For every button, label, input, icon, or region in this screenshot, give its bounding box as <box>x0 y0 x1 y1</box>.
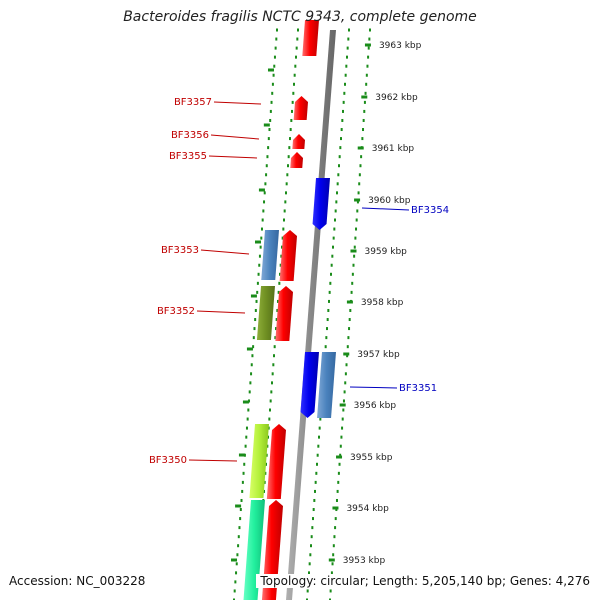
gene-label-bf3357[interactable]: BF3357 <box>174 97 212 108</box>
scale-label: 3958 kbp <box>361 298 404 308</box>
gene-bottom-mint[interactable] <box>243 500 266 600</box>
gene-label-bf3352[interactable]: BF3352 <box>157 306 195 317</box>
scale-label: 3961 kbp <box>372 144 415 154</box>
scale-tick <box>332 506 339 510</box>
scale-tick <box>354 198 361 202</box>
gene-bf3351-b[interactable] <box>317 352 336 418</box>
gene-bf3350-a[interactable] <box>249 424 269 498</box>
minor-tick <box>255 240 262 244</box>
scale-label: 3957 kbp <box>357 350 400 360</box>
gene-label-bf3355[interactable]: BF3355 <box>169 151 207 162</box>
label-leader <box>210 134 260 140</box>
gene-label-leaders <box>188 101 410 462</box>
gene-features <box>243 20 336 600</box>
minor-tick <box>235 504 242 508</box>
scale-tick <box>339 403 346 407</box>
scale-label: 3955 kbp <box>350 453 393 463</box>
scale-tick <box>346 300 353 304</box>
scale-tick <box>336 455 343 459</box>
gene-bf3355[interactable] <box>290 152 303 168</box>
gene-label-bf3354[interactable]: BF3354 <box>411 205 449 216</box>
gene-labels: BF3357 BF3356 BF3355 BF3353 BF3352 BF3350 BF33… <box>149 97 449 466</box>
label-leader <box>200 249 250 255</box>
track-outer-right <box>329 28 371 600</box>
gene-label-bf3350[interactable]: BF3350 <box>149 455 187 466</box>
gene-bf3354[interactable] <box>312 178 330 230</box>
minor-tick <box>267 68 274 72</box>
scale-label: 3959 kbp <box>364 247 407 257</box>
label-leader <box>208 155 258 159</box>
label-leader <box>349 386 398 389</box>
scale-label: 3953 kbp <box>343 556 386 566</box>
scale-ticks: 3963 kbp 3962 kbp 3961 kbp 3960 kbp 3959 kbp… <box>231 41 422 566</box>
label-leader <box>213 101 262 105</box>
minor-tick <box>242 400 249 404</box>
minor-tick <box>263 123 270 127</box>
label-leader <box>188 459 238 462</box>
minor-tick <box>250 294 257 298</box>
scale-label: 3954 kbp <box>346 504 389 514</box>
minor-tick <box>231 558 238 562</box>
track-outer-left <box>233 28 278 600</box>
gene-bf3350-b[interactable] <box>266 424 286 499</box>
scale-tick <box>357 146 364 150</box>
topology-text: Topology: circular; Length: 5,205,140 bp… <box>256 574 590 588</box>
scale-label: 3963 kbp <box>379 41 422 51</box>
gene-bf3356[interactable] <box>292 134 305 149</box>
minor-tick <box>246 347 253 351</box>
label-leader <box>196 310 246 314</box>
scale-tick <box>328 558 335 562</box>
gene-bf3353-b[interactable] <box>279 230 297 281</box>
gene-bf3353-a[interactable] <box>261 230 279 280</box>
scale-tick <box>343 352 350 356</box>
gene-bf3357[interactable] <box>293 96 308 120</box>
scale-tick <box>364 43 371 47</box>
gene-bf3351-a[interactable] <box>300 352 320 418</box>
gene-label-bf3356[interactable]: BF3356 <box>171 130 209 141</box>
gene-label-bf3353[interactable]: BF3353 <box>161 245 199 256</box>
scale-label: 3960 kbp <box>368 196 411 206</box>
minor-tick <box>258 188 265 192</box>
minor-tick <box>238 453 245 457</box>
scale-tick <box>350 249 357 253</box>
gene-label-bf3351[interactable]: BF3351 <box>399 383 437 394</box>
genome-backbone <box>286 30 336 600</box>
genome-title: Bacteroides fragilis NCTC 9343, complete… <box>123 9 477 25</box>
scale-label: 3956 kbp <box>354 401 397 411</box>
label-leader <box>361 207 410 211</box>
accession-text: Accession: NC_003228 <box>9 574 146 588</box>
scale-tick <box>361 95 368 99</box>
gene-bf3352-b[interactable] <box>275 286 293 341</box>
gene-bf3352-a[interactable] <box>256 286 275 340</box>
gene-top-red[interactable] <box>302 20 319 56</box>
scale-label: 3962 kbp <box>375 93 418 103</box>
